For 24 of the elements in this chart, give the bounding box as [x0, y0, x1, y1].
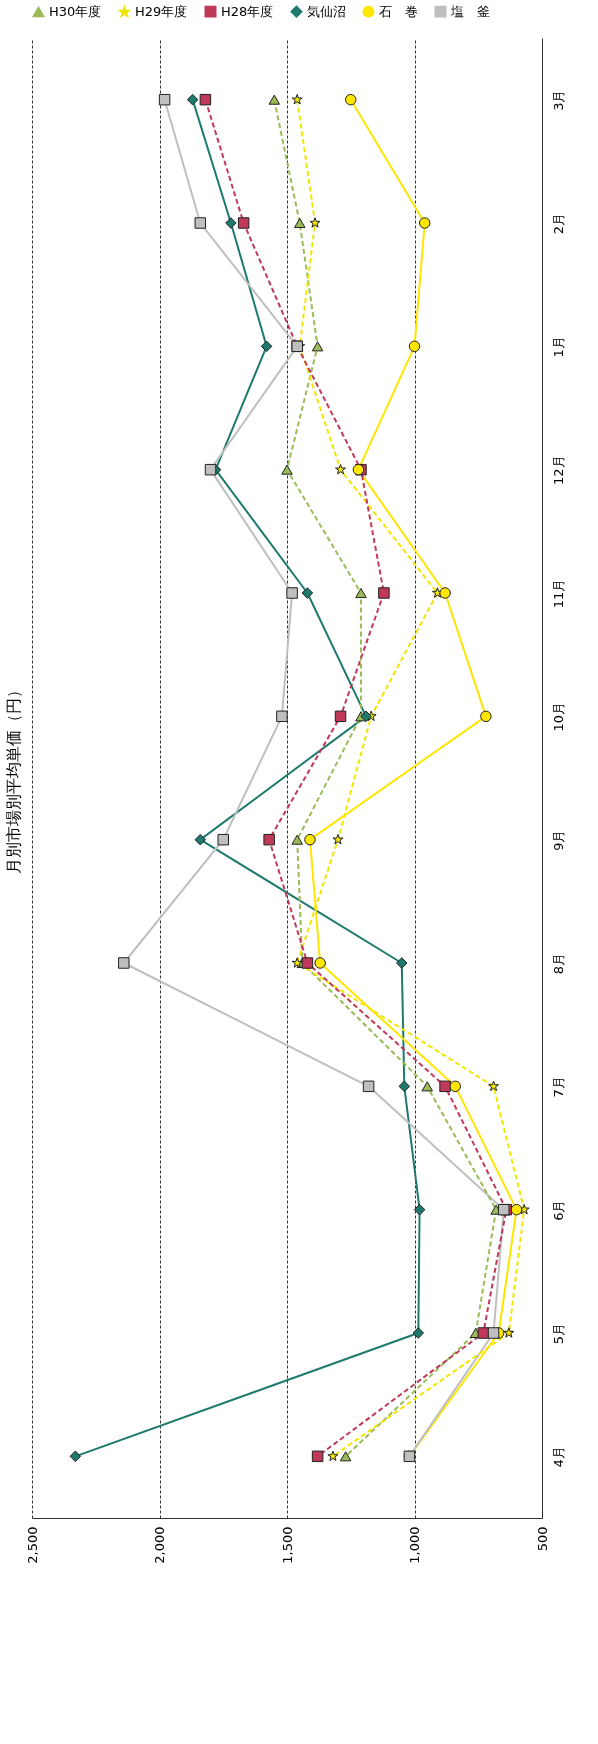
- legend-label: 気仙沼: [307, 3, 346, 19]
- x-tick-label: 1,500: [279, 1526, 295, 1564]
- y-tick-label: 4月: [550, 1446, 566, 1468]
- y-tick-label: 12月: [550, 455, 566, 485]
- legend-label: H29年度: [135, 4, 188, 20]
- x-tick-label: 500: [534, 1526, 550, 1552]
- y-tick-label: 9月: [550, 829, 566, 851]
- x-tick-label: 1,000: [407, 1526, 422, 1564]
- legend-label: 石 巻: [379, 3, 418, 19]
- x-tick-label: 2,500: [24, 1526, 40, 1564]
- legend-label: 塩 釜: [450, 3, 490, 19]
- y-tick-label: 6月: [550, 1199, 566, 1221]
- text: 月別市場別平均単価（円）: [4, 682, 23, 874]
- x-tick-label: 2,000: [152, 1526, 167, 1564]
- legend-label: H28年度: [221, 3, 274, 19]
- y-tick-label: 3月: [550, 89, 566, 111]
- y-tick-label: 1月: [550, 336, 566, 358]
- y-tick-label: 8月: [550, 952, 566, 975]
- y-tick-label: 2月: [550, 212, 566, 235]
- y-tick-label: 11月: [550, 578, 566, 609]
- y-tick-label: 5月: [550, 1322, 566, 1345]
- y-tick-label: 7月: [550, 1076, 566, 1098]
- legend-label: H30年度: [49, 3, 102, 19]
- y-tick-label: 10月: [550, 702, 566, 732]
